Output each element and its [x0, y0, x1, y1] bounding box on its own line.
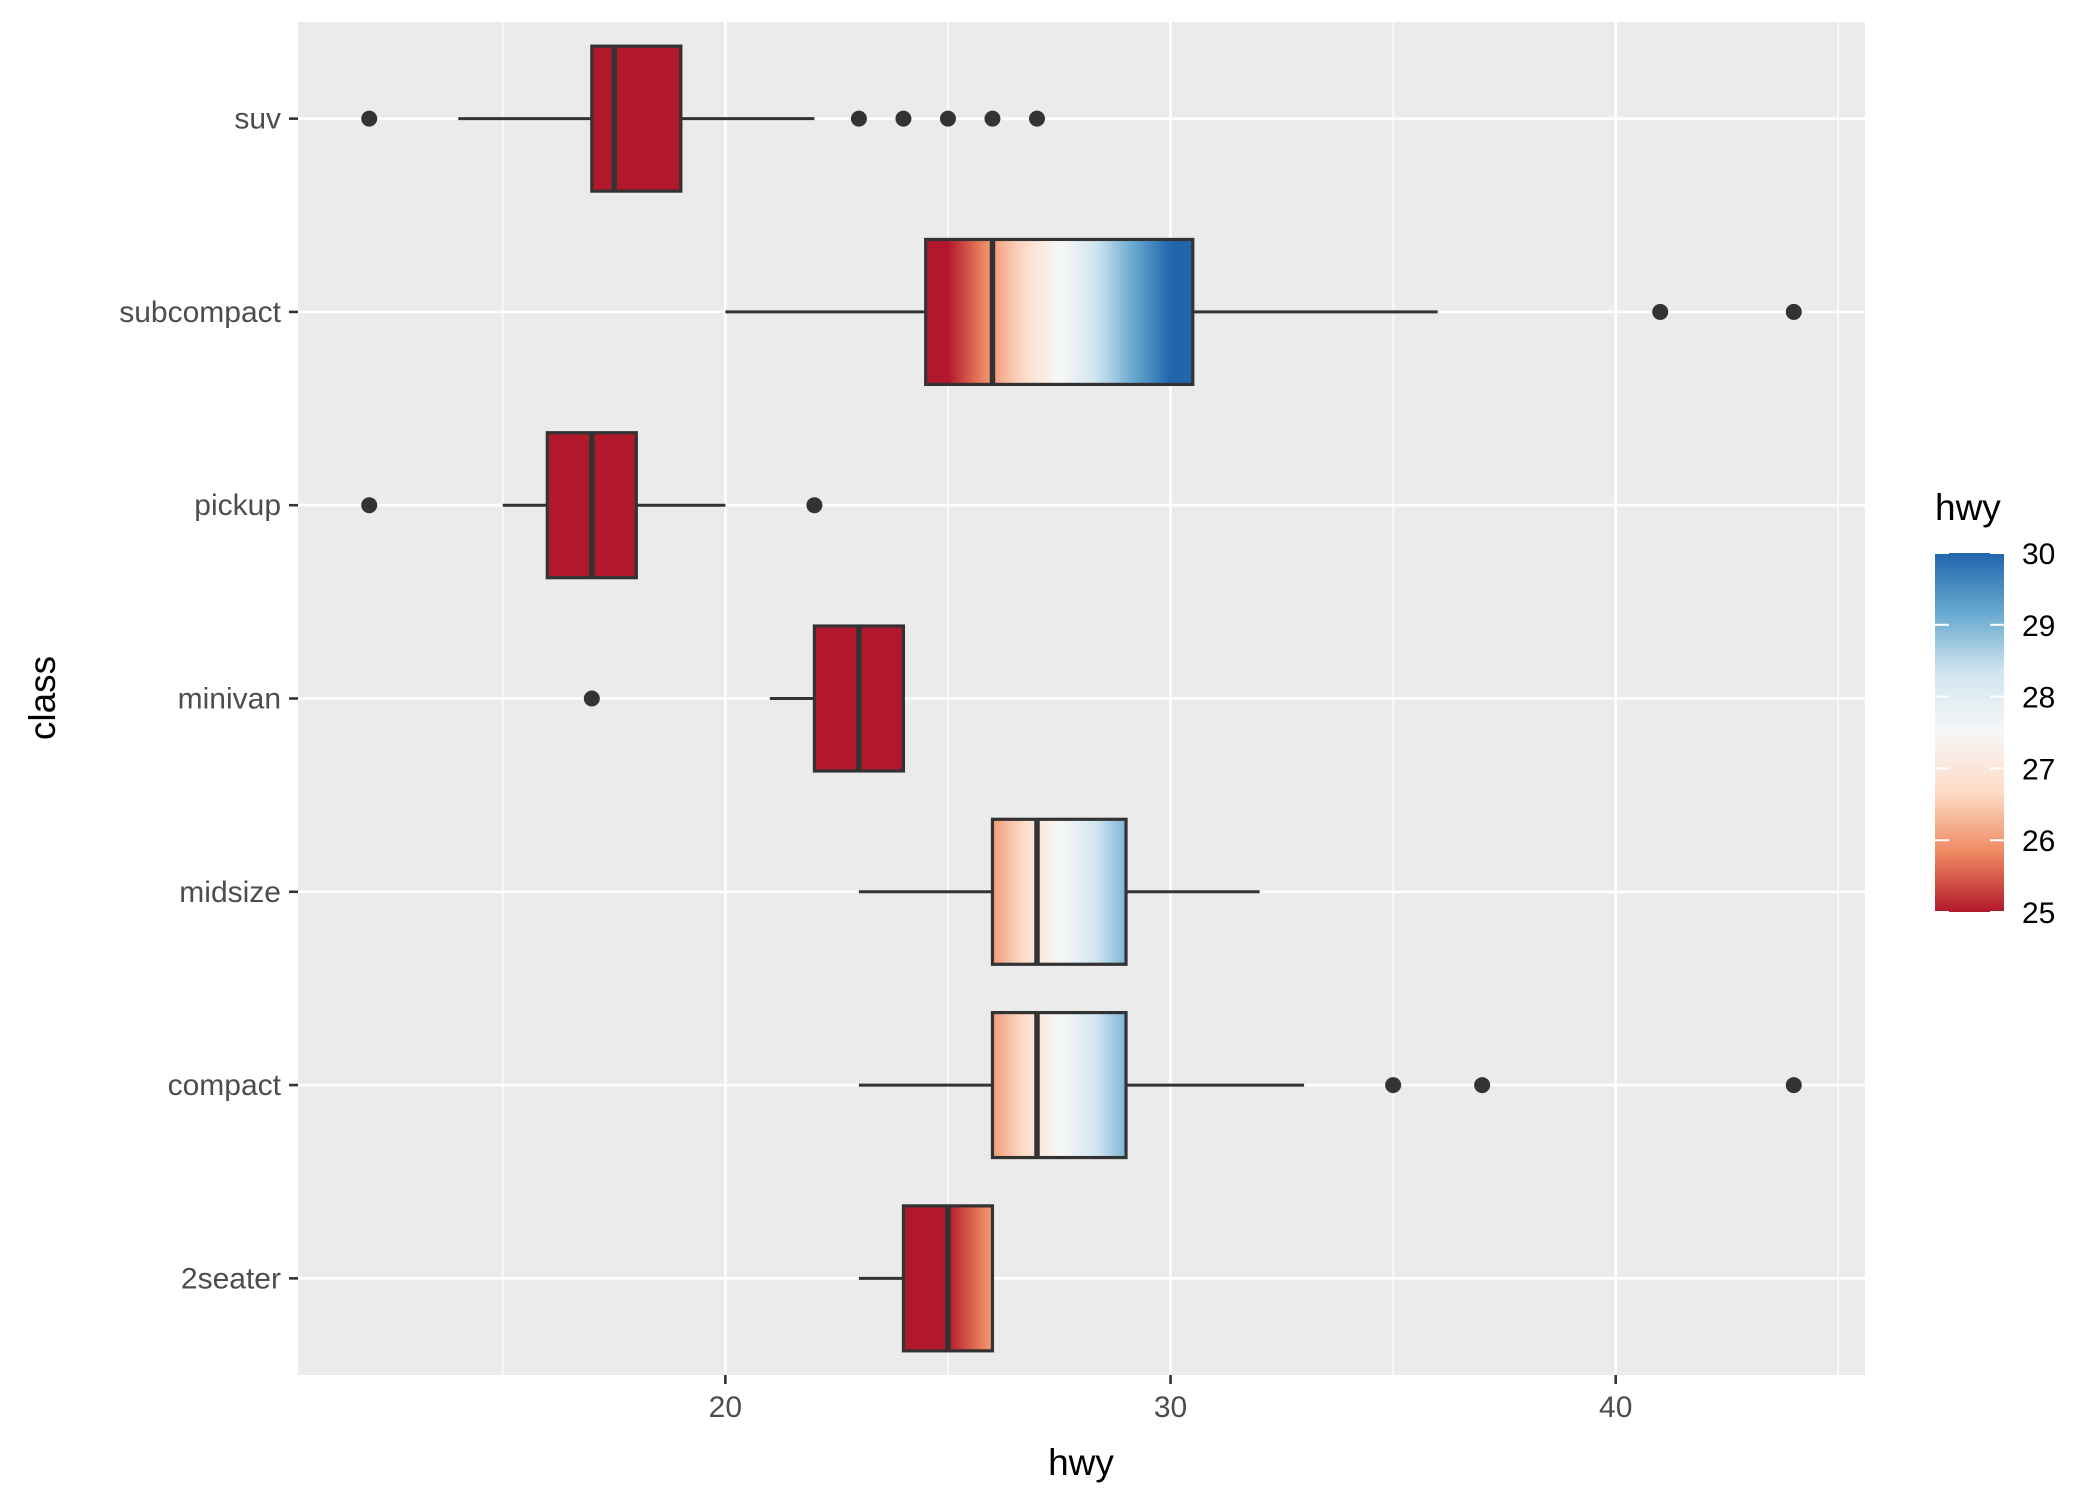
- outlier-point: [1785, 1077, 1802, 1094]
- outlier-point: [1474, 1077, 1491, 1094]
- box-body: [990, 817, 1128, 966]
- outlier-point: [1385, 1077, 1402, 1094]
- legend-label: 27: [2022, 753, 2055, 786]
- box-body: [924, 237, 1195, 387]
- legend-colorbar: [1935, 553, 2004, 912]
- box-midsize: [858, 817, 1260, 966]
- y-tick-label: minivan: [178, 683, 281, 716]
- legend-title: hwy: [1935, 487, 2001, 528]
- y-axis: 2seater compact midsize minivan pickup subcom…: [119, 103, 298, 1295]
- box-body: [590, 44, 683, 193]
- box-suv: [361, 44, 1045, 193]
- outlier-point: [806, 497, 823, 514]
- box-pickup: [361, 431, 823, 580]
- y-axis-title: class: [22, 656, 63, 740]
- legend-label: 25: [2022, 897, 2055, 930]
- x-tick-label: 30: [1154, 1391, 1187, 1424]
- legend-label: 29: [2022, 610, 2055, 643]
- color-legend: hwy 25 26 27 28 29 30: [1935, 487, 2055, 930]
- outlier-point: [895, 110, 912, 127]
- box-body: [990, 1010, 1128, 1160]
- outlier-point: [1028, 110, 1045, 127]
- x-tick-label: 20: [709, 1391, 742, 1424]
- legend-label: 30: [2022, 538, 2055, 571]
- outlier-point: [850, 110, 867, 127]
- box-minivan: [583, 624, 906, 773]
- legend-label: 26: [2022, 825, 2055, 858]
- y-tick-label: pickup: [194, 489, 281, 522]
- outlier-point: [1785, 303, 1802, 320]
- outlier-point: [361, 497, 378, 514]
- outlier-point: [1652, 303, 1669, 320]
- outlier-point: [939, 110, 956, 127]
- y-tick-label: midsize: [179, 876, 281, 909]
- box-subcompact: [725, 237, 1802, 387]
- y-tick-label: subcompact: [119, 296, 281, 329]
- y-tick-label: 2seater: [181, 1262, 281, 1295]
- x-axis: 20 30 40: [709, 1375, 1632, 1424]
- x-axis-title: hwy: [1048, 1442, 1114, 1483]
- y-tick-label: compact: [168, 1069, 282, 1102]
- box-layer: [361, 44, 1802, 1353]
- box-2seater: [858, 1204, 995, 1353]
- box-compact: [858, 1010, 1802, 1160]
- outlier-point: [361, 110, 378, 127]
- outlier-point: [984, 110, 1001, 127]
- outlier-point: [583, 690, 600, 707]
- y-tick-label: suv: [234, 103, 281, 136]
- x-tick-label: 40: [1599, 1391, 1632, 1424]
- legend-label: 28: [2022, 682, 2055, 715]
